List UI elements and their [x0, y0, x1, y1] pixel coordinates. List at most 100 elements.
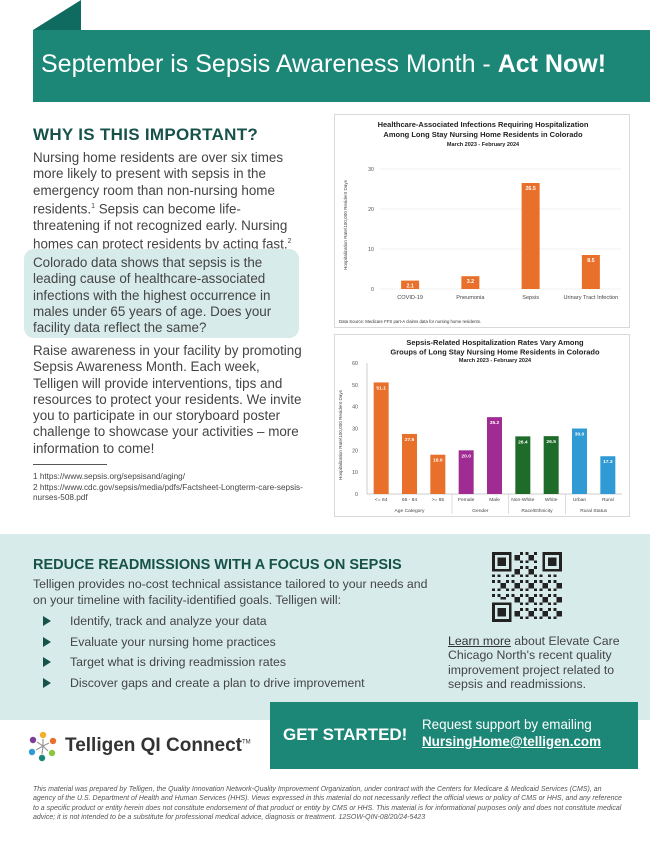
triangle-bullet-icon — [43, 636, 51, 647]
learn-more-text: Learn more about Elevate Care Chicago No… — [448, 634, 633, 691]
chart2-bar — [515, 436, 531, 494]
chart2-group-label: Rural Status — [580, 508, 607, 514]
chart1-x-tick: Sepsis — [522, 295, 539, 301]
chart2-group-label: Age Category — [395, 508, 425, 514]
chart2-bar — [373, 382, 389, 494]
footnote-ref-2: 2 — [287, 237, 292, 245]
chart2-y-tick: 40 — [352, 405, 358, 411]
readmissions-list: Identify, track and analyze your data Ev… — [43, 611, 365, 693]
chart1-subtitle: March 2023 - February 2024 — [447, 142, 520, 148]
learn-more-rest: about Elevate Care Chicago North's recen… — [448, 634, 620, 691]
footnote-1: 1 https://www.sepsis.org/sepsisand/aging… — [33, 472, 186, 481]
triangle-bullet-icon — [43, 657, 51, 668]
list-item-text: Target what is driving readmission rates — [70, 655, 286, 670]
chart2-bar — [430, 454, 446, 494]
why-heading: WHY IS THIS IMPORTANT? — [33, 125, 259, 144]
list-item: Evaluate your nursing home practices — [43, 632, 365, 653]
list-item-text: Identify, track and analyze your data — [70, 614, 267, 629]
hai-chart-svg: Healthcare-Associated Infections Requiri… — [339, 120, 621, 324]
intro-text: Nursing home residents are over six time… — [33, 150, 284, 217]
chart2-data-label: 51.1 — [376, 385, 386, 391]
chart1-y-tick: 20 — [368, 207, 374, 213]
chart2-y-tick: 30 — [352, 427, 358, 433]
chart2-bar — [487, 417, 502, 494]
chart1-data-label: 3.2 — [467, 279, 474, 285]
logo-wordmark-text: Telligen QI Connect — [65, 735, 242, 756]
request-support-text: Request support by emailing — [422, 717, 592, 732]
chart1-y-tick: 10 — [368, 247, 374, 253]
sepsis-groups-chart: Sepsis-Related Hospitalization Rates Var… — [334, 334, 630, 517]
list-item: Discover gaps and create a plan to drive… — [43, 673, 365, 694]
chart2-bar — [600, 456, 616, 494]
list-item: Target what is driving readmission rates — [43, 652, 365, 673]
chart1-plot: 0 10 20 30 2.1 COVID-19 3.2 Pneumonia 26.5 Sepsis… — [368, 167, 621, 301]
chart1-x-tick: COVID-19 — [397, 295, 423, 301]
chart2-title-line1: Sepsis-Related Hospitalization Rates Var… — [406, 338, 584, 347]
title-lead: September is Sepsis Awareness Month - — [41, 50, 498, 78]
sepsis-groups-chart-svg: Sepsis-Related Hospitalization Rates Var… — [338, 338, 622, 514]
readmissions-heading: REDUCE READMISSIONS WITH A FOCUS ON SEPS… — [33, 557, 402, 573]
highlight-box — [24, 249, 299, 338]
chart1-data-label: 8.5 — [587, 258, 594, 264]
intro-paragraph: Nursing home residents are over six time… — [33, 150, 303, 253]
highlight-text: Colorado data shows that sepsis is the l… — [33, 255, 272, 336]
chart1-source: Data Source: Medicare FFS part-A claims … — [339, 319, 481, 324]
chart2-title-line2: Groups of Long Stay Nursing Home Residen… — [390, 348, 600, 357]
chart1-x-tick: Urinary Tract Infection — [564, 295, 619, 301]
chart1-ylabel: Hospitalization Rate/100,000 Resident Da… — [343, 179, 348, 270]
chart2-x-tick: 65 - 84 — [402, 497, 418, 503]
chart2-subtitle: March 2023 - February 2024 — [459, 358, 532, 364]
logo-wordmark: Telligen QI ConnectTM — [65, 735, 251, 757]
chart1-title-line1: Healthcare-Associated Infections Requiri… — [378, 120, 589, 129]
chart2-data-label: 26.5 — [546, 439, 556, 445]
chart2-data-label: 27.5 — [405, 437, 415, 443]
readmissions-intro: Telligen provides no-cost technical assi… — [33, 577, 428, 607]
hai-chart: Healthcare-Associated Infections Requiri… — [334, 114, 630, 328]
chart2-group-label: Race/Ethnicity — [521, 508, 553, 514]
intro-text-2: Sepsis can become life-threatening if no… — [33, 201, 288, 252]
chart2-x-tick: <= 64 — [375, 497, 388, 503]
chart2-bar — [402, 433, 417, 494]
chart2-ylabel: Hospitalization Rate/100,000 Resident Da… — [338, 389, 343, 480]
chart2-bar — [458, 450, 474, 494]
chart1-bar — [401, 280, 420, 289]
chart2-x-tick: Urban — [573, 497, 587, 503]
chart1-data-label: 2.1 — [406, 284, 413, 290]
get-started-banner: GET STARTED! Request support by emailing… — [270, 702, 638, 769]
chart1-y-tick: 0 — [371, 287, 374, 293]
chart2-data-label: 17.3 — [603, 459, 613, 465]
footnotes: 1 https://www.sepsis.org/sepsisand/aging… — [33, 472, 308, 504]
chart2-data-label: 20.0 — [461, 453, 471, 459]
chart1-bar — [461, 276, 480, 289]
triangle-bullet-icon — [43, 677, 51, 688]
footnote-2: 2 https://www.cdc.gov/sepsis/media/pdfs/… — [33, 482, 303, 503]
learn-more-link[interactable]: Learn more — [448, 634, 511, 648]
header-tab-decoration — [33, 0, 81, 30]
chart2-data-label: 30.0 — [575, 432, 585, 438]
chart2-x-tick: Rural — [602, 497, 614, 503]
footnote-ref-1: 1 — [91, 202, 95, 210]
logo-trademark: TM — [242, 739, 251, 746]
readmissions-section — [0, 534, 650, 720]
qr-code-icon[interactable] — [492, 552, 562, 622]
chart2-x-tick: Non-White — [511, 497, 534, 503]
title-emphasis: Act Now! — [497, 50, 607, 78]
chart2-y-tick: 60 — [352, 361, 358, 367]
chart2-bar — [543, 436, 559, 494]
chart2-bar — [572, 428, 587, 494]
disclaimer: This material was prepared by Telligen, … — [33, 786, 622, 822]
chart2-data-label: 35.2 — [490, 420, 500, 426]
get-started-label: GET STARTED! — [283, 725, 408, 744]
telligen-logo-icon — [28, 731, 57, 762]
chart2-y-tick: 10 — [352, 470, 358, 476]
chart2-x-tick: White — [545, 497, 558, 503]
chart2-x-tick: Male — [489, 497, 500, 503]
chart2-y-tick: 0 — [355, 492, 358, 498]
list-item-text: Discover gaps and create a plan to drive… — [70, 675, 365, 690]
chart1-x-tick: Pneumonia — [456, 295, 485, 301]
email-link[interactable]: NursingHome@telligen.com — [422, 734, 601, 749]
chart2-data-label: 26.4 — [518, 439, 528, 445]
page-title: September is Sepsis Awareness Month - Ac… — [41, 50, 606, 79]
chart2-x-tick: Female — [458, 497, 475, 503]
footnote-divider — [33, 464, 107, 465]
